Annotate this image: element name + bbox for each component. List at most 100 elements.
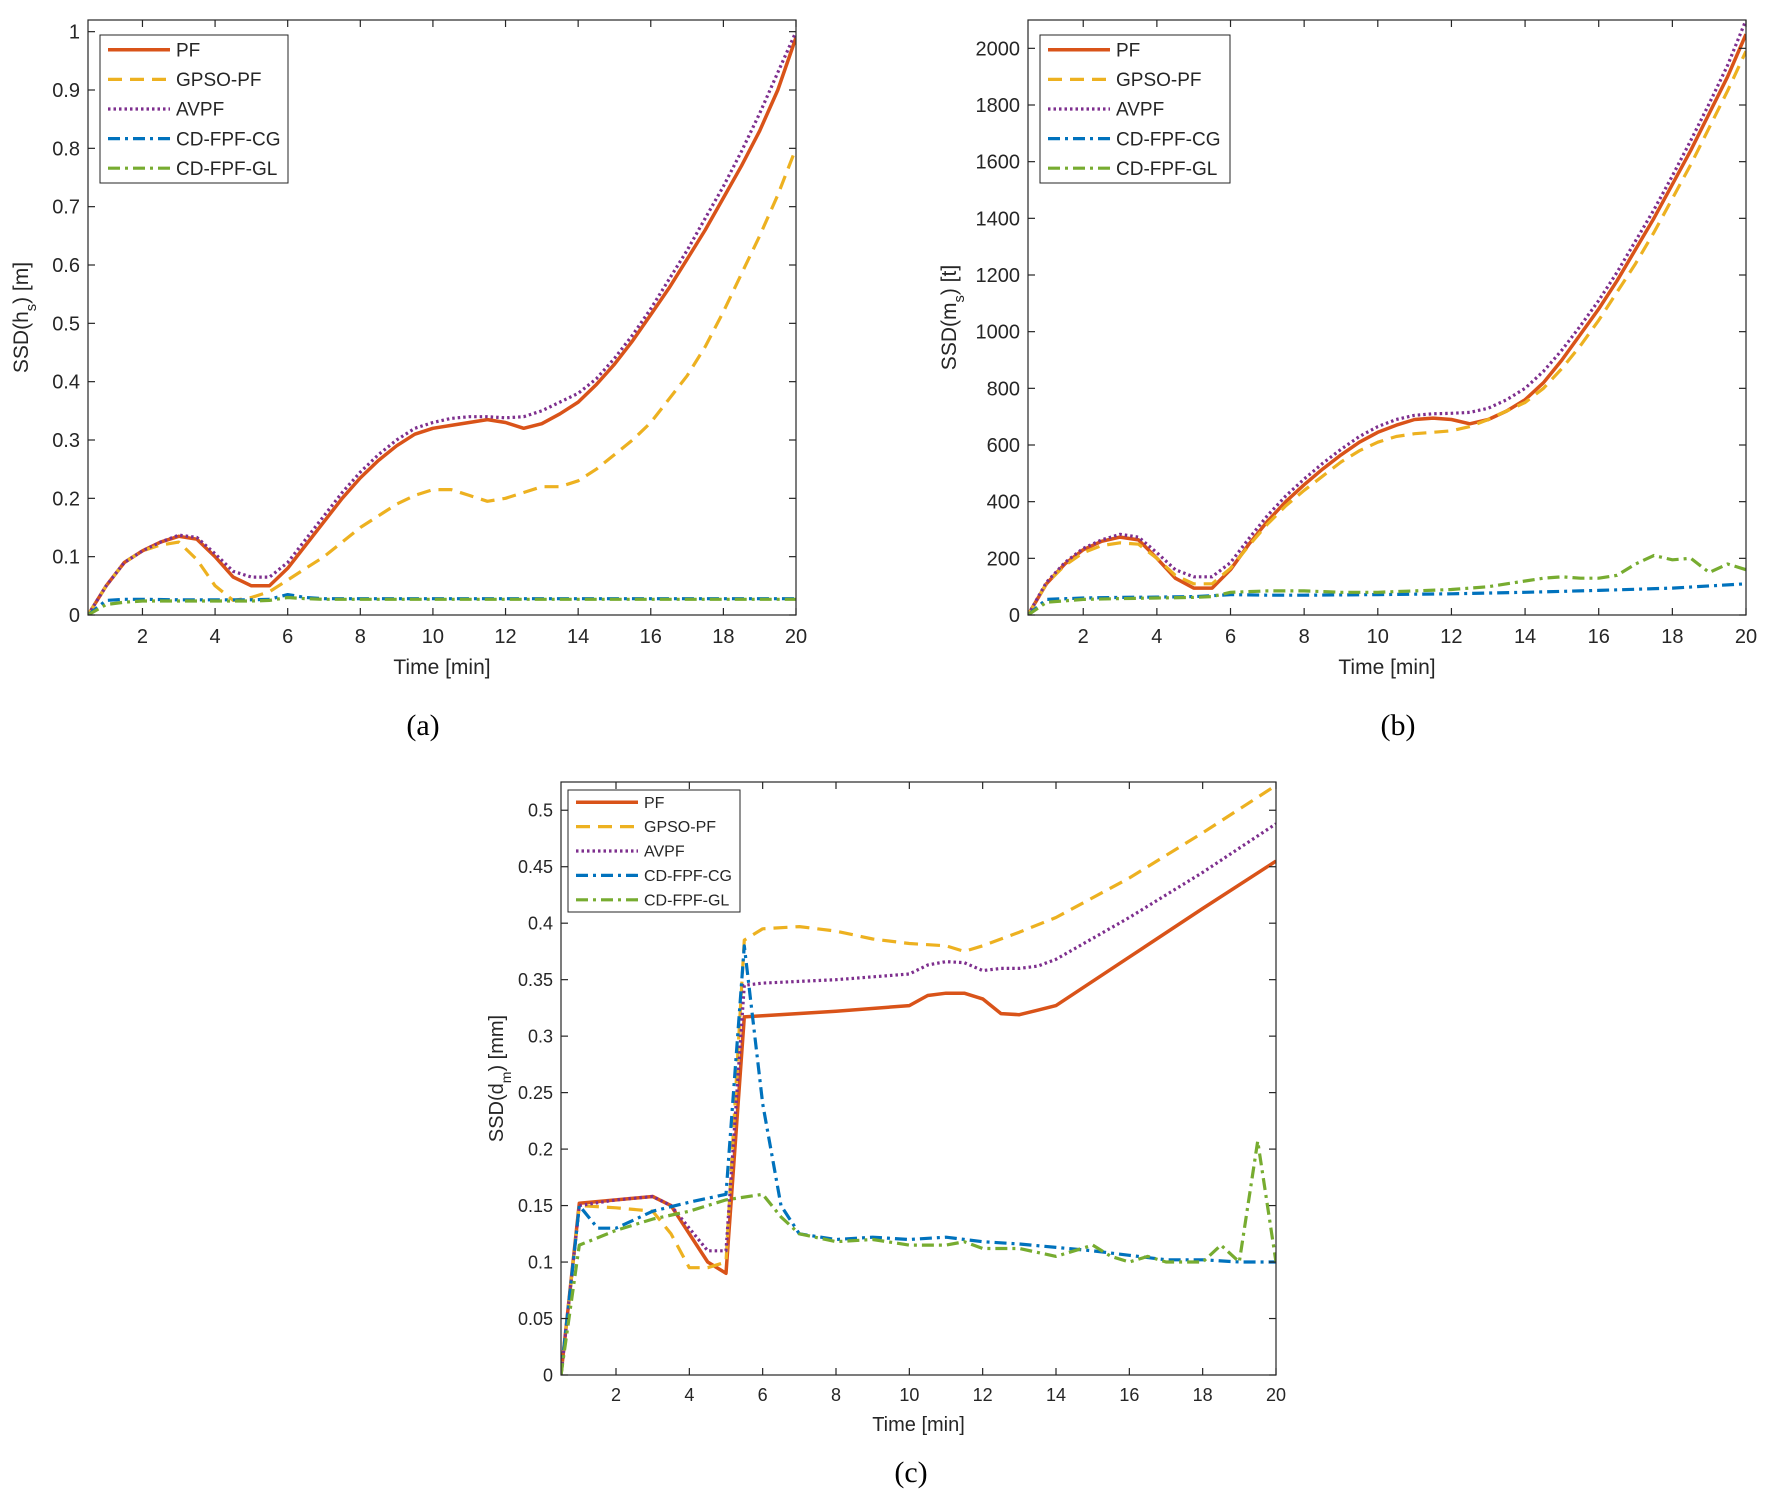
x-tick-label: 14 <box>567 626 589 648</box>
x-tick-label: 16 <box>1119 1385 1139 1405</box>
legend-label-avpf: AVPF <box>644 844 685 861</box>
x-tick-label: 20 <box>1266 1385 1286 1405</box>
chart-a: (a) 2 4 6 8 10 12 14 16 18 20 0 0.1 0.2 0.3 0.4 0.5 0.6 0… <box>10 19 807 742</box>
legend-label-cd-fpf-gl: CD-FPF-GL <box>176 159 277 180</box>
x-axis-label: Time [min] <box>872 1414 965 1436</box>
y-tick-label: 1800 <box>976 95 1021 117</box>
y-tick-label: 0.35 <box>518 970 553 990</box>
y-axis-label-tail: ) [mm] <box>486 1015 508 1072</box>
x-tick-label: 18 <box>1193 1385 1213 1405</box>
y-tick-label: 600 <box>987 435 1020 457</box>
x-axis-label: Time [min] <box>1338 656 1435 679</box>
y-tick-label: 0.1 <box>528 1252 553 1272</box>
y-tick-label: 1400 <box>976 208 1021 230</box>
legend-label-avpf: AVPF <box>176 100 224 121</box>
series-line-avpf <box>88 31 796 615</box>
y-axis-label-tail: ) [m] <box>10 262 33 304</box>
x-tick-label: 8 <box>1299 626 1310 648</box>
x-tick-label: 4 <box>210 626 221 648</box>
y-tick-label: 0.5 <box>528 801 553 821</box>
x-tick-label: 12 <box>1440 626 1462 648</box>
y-tick-label: 1000 <box>976 322 1021 344</box>
legend-label-cd-fpf-cg: CD-FPF-CG <box>644 868 732 885</box>
legend-label-cd-fpf-gl: CD-FPF-GL <box>1116 159 1217 180</box>
y-tick-label: 1600 <box>976 152 1021 174</box>
axes-box-c <box>560 781 1277 1376</box>
series-line-pf <box>1028 33 1746 615</box>
x-tick-label: 10 <box>1367 626 1389 648</box>
chart-b: (b) 2 4 6 8 10 12 14 16 18 2002004006008001000120… <box>938 19 1757 742</box>
y-tick-label: 0 <box>543 1365 553 1385</box>
legend-box <box>567 789 741 913</box>
x-tick-label: 8 <box>355 626 366 648</box>
y-tick-label: 1 <box>69 22 80 44</box>
x-tick-label: 6 <box>758 1385 768 1405</box>
y-axis-label-main: SSD(h <box>10 311 33 373</box>
x-tick-label: 10 <box>422 626 444 648</box>
x-tick-label: 14 <box>1046 1385 1066 1405</box>
legend-c: PF GPSO-PF AVPF CD-FPF-CG CD-FPF-GL <box>567 789 741 913</box>
y-tick-label: 0.1 <box>52 547 80 569</box>
series-line-cd-fpf-gl <box>88 595 796 615</box>
legend-label-cd-fpf-cg: CD-FPF-CG <box>1116 129 1220 150</box>
x-tick-label: 6 <box>1225 626 1236 648</box>
y-tick-label: 0.05 <box>518 1309 553 1329</box>
y-tick-label: 0.6 <box>52 255 80 277</box>
y-tick-label: 1200 <box>976 265 1021 287</box>
series-line-cd-fpf-cg <box>561 944 1276 1375</box>
y-axis-label-subscript: m <box>498 1072 514 1084</box>
x-tick-label: 20 <box>1735 626 1757 648</box>
y-axis-label-subscript: s <box>952 295 968 302</box>
x-tick-label: 4 <box>684 1385 694 1405</box>
legend-b: PF GPSO-PF AVPF CD-FPF-CG CD-FPF-GL <box>1039 34 1231 184</box>
x-tick-label: 8 <box>831 1385 841 1405</box>
x-tick-label: 16 <box>1588 626 1610 648</box>
legend-label-cd-fpf-cg: CD-FPF-CG <box>176 129 280 150</box>
y-tick-label: 800 <box>987 378 1020 400</box>
y-tick-label: 2000 <box>976 38 1021 60</box>
x-tick-label: 20 <box>785 626 807 648</box>
y-axis-label: SSD(dm) [mm] <box>486 1015 514 1142</box>
legend-label-gpso-pf: GPSO-PF <box>176 70 262 91</box>
axes-box-a <box>87 19 797 616</box>
x-tick-label: 18 <box>1661 626 1683 648</box>
y-axis-label: SSD(hs) [m] <box>10 262 40 373</box>
y-tick-label: 0.3 <box>52 430 80 452</box>
series-line-cd-fpf-gl <box>561 1139 1276 1375</box>
legend-label-pf: PF <box>644 795 665 812</box>
x-tick-label: 6 <box>282 626 293 648</box>
x-tick-label: 2 <box>611 1385 621 1405</box>
x-axis-label: Time [min] <box>393 656 490 679</box>
series-line-gpso-pf <box>561 784 1276 1375</box>
x-tick-label: 16 <box>640 626 662 648</box>
y-tick-label: 0.8 <box>52 138 80 160</box>
y-tick-label: 0.5 <box>52 313 80 335</box>
x-tick-label: 18 <box>712 626 734 648</box>
series-line-avpf <box>1028 20 1746 615</box>
y-tick-label: 0.15 <box>518 1196 553 1216</box>
x-tick-label: 2 <box>1078 626 1089 648</box>
y-tick-label: 0 <box>1009 605 1020 627</box>
x-tick-label: 14 <box>1514 626 1536 648</box>
x-tick-label: 12 <box>494 626 516 648</box>
series-line-pf <box>88 36 796 615</box>
x-tick-label: 12 <box>973 1385 993 1405</box>
caption-c: (c) <box>894 1456 927 1489</box>
legend-label-cd-fpf-gl: CD-FPF-GL <box>644 892 729 909</box>
axes-box-b <box>1027 19 1747 616</box>
y-axis-label-subscript: s <box>24 304 40 311</box>
legend-label-pf: PF <box>1116 40 1140 61</box>
y-tick-label: 0.7 <box>52 197 80 219</box>
y-tick-label: 0.4 <box>52 372 80 394</box>
legend-label-pf: PF <box>176 40 200 61</box>
x-tick-label: 10 <box>899 1385 919 1405</box>
series-line-cd-fpf-gl <box>1028 553 1746 615</box>
y-tick-label: 200 <box>987 548 1020 570</box>
y-axis-label-tail: ) [t] <box>938 265 961 295</box>
y-tick-label: 0.2 <box>528 1139 553 1159</box>
caption-a: (a) <box>406 709 439 742</box>
chart-c: (c) 2 4 6 8 10 12 14 16 18 20 0 0.05 0.1 0.15 0.2 0.25 0… <box>486 781 1286 1489</box>
x-tick-label: 2 <box>137 626 148 648</box>
legend-a: PF GPSO-PF AVPF CD-FPF-CG CD-FPF-GL <box>99 34 289 184</box>
y-tick-label: 400 <box>987 492 1020 514</box>
